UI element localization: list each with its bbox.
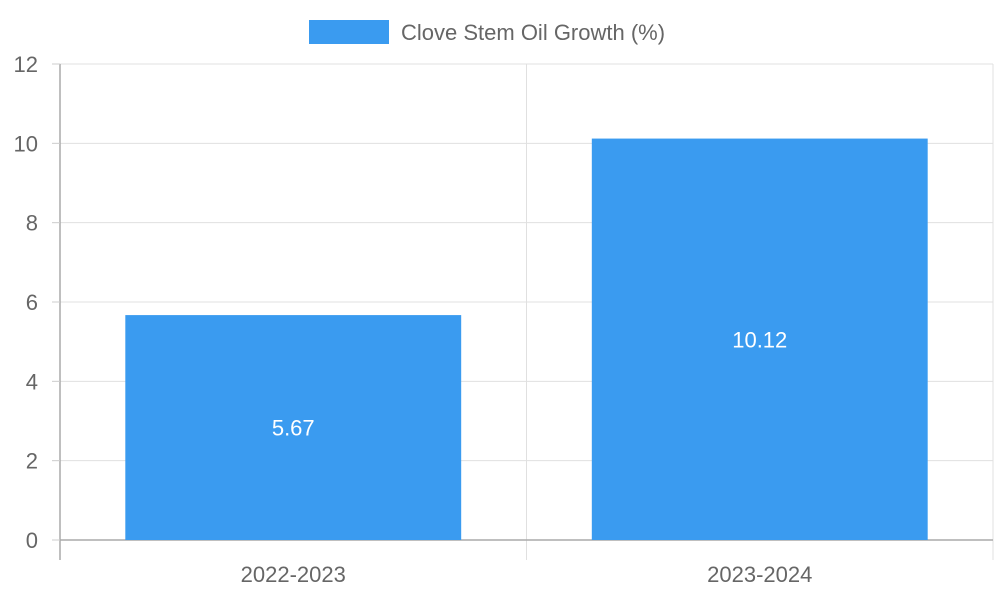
y-tick-label: 4 xyxy=(26,369,38,394)
bar xyxy=(125,315,462,540)
y-tick-label: 10 xyxy=(14,131,38,156)
x-tick-label: 2022-2023 xyxy=(241,562,346,587)
x-axis-ticks: 2022-2023 2023-2024 xyxy=(241,562,813,587)
data-labels: 5.67 10.12 xyxy=(272,327,787,440)
bar-value-label: 5.67 xyxy=(272,416,315,441)
y-tick-label: 12 xyxy=(14,52,38,77)
y-tick-label: 0 xyxy=(26,528,38,553)
legend-label: Clove Stem Oil Growth (%) xyxy=(401,20,665,45)
y-tick-label: 8 xyxy=(26,211,38,236)
legend-swatch xyxy=(309,20,389,44)
y-tick-label: 6 xyxy=(26,290,38,315)
legend[interactable]: Clove Stem Oil Growth (%) xyxy=(309,20,665,45)
bars xyxy=(125,138,928,540)
y-tick-label: 2 xyxy=(26,449,38,474)
bar xyxy=(591,138,928,540)
y-axis-ticks: 0 2 4 6 8 10 12 xyxy=(14,52,60,553)
bar-value-label: 10.12 xyxy=(732,327,787,352)
x-tick-label: 2023-2024 xyxy=(707,562,812,587)
